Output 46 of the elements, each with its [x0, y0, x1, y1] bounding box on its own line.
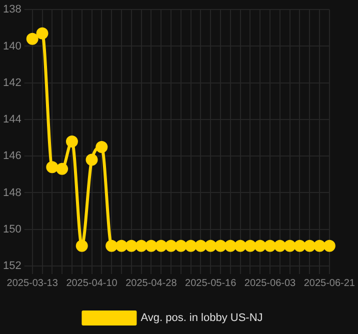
point — [86, 154, 98, 166]
point — [135, 240, 148, 252]
x-tick-label: 2025-06-03 — [244, 278, 296, 289]
y-tick-label: 148 — [2, 186, 22, 199]
point — [115, 240, 128, 252]
point — [254, 240, 266, 252]
point — [194, 240, 207, 252]
point — [304, 240, 316, 252]
point — [234, 240, 246, 252]
point — [274, 240, 286, 252]
point — [294, 240, 306, 252]
point — [244, 240, 256, 252]
legend-label: Avg. pos. in lobby US-NJ — [140, 312, 263, 324]
point — [36, 27, 48, 40]
point — [26, 32, 38, 45]
y-tick-label: 144 — [2, 114, 22, 126]
point — [46, 161, 58, 174]
x-tick-label: 2025-05-16 — [185, 278, 237, 289]
x-tick-label: 2025-03-13 — [6, 278, 58, 289]
point — [323, 240, 336, 252]
point — [314, 240, 326, 252]
point — [214, 240, 226, 252]
point — [106, 240, 118, 252]
y-tick-label: 146 — [2, 150, 22, 162]
point — [164, 240, 177, 252]
y-tick-label: 138 — [2, 4, 22, 16]
y-tick-label: 152 — [2, 260, 22, 272]
point — [56, 162, 68, 175]
x-tick-label: 2025-04-28 — [126, 278, 178, 289]
x-tick-label: 2025-04-10 — [66, 278, 118, 289]
x-tick-label: 2025-06-21 — [304, 278, 356, 289]
y-tick-label: 150 — [2, 223, 22, 236]
point — [96, 140, 108, 153]
point — [155, 240, 168, 252]
point — [284, 240, 296, 252]
point — [224, 240, 236, 252]
y-tick-label: 140 — [2, 40, 22, 52]
point — [66, 135, 78, 148]
point — [264, 240, 276, 252]
point — [184, 240, 197, 252]
y-tick-label: 142 — [2, 76, 22, 89]
point — [125, 240, 138, 252]
point — [204, 240, 217, 252]
point — [174, 240, 187, 252]
point — [145, 240, 158, 252]
point — [76, 240, 88, 252]
